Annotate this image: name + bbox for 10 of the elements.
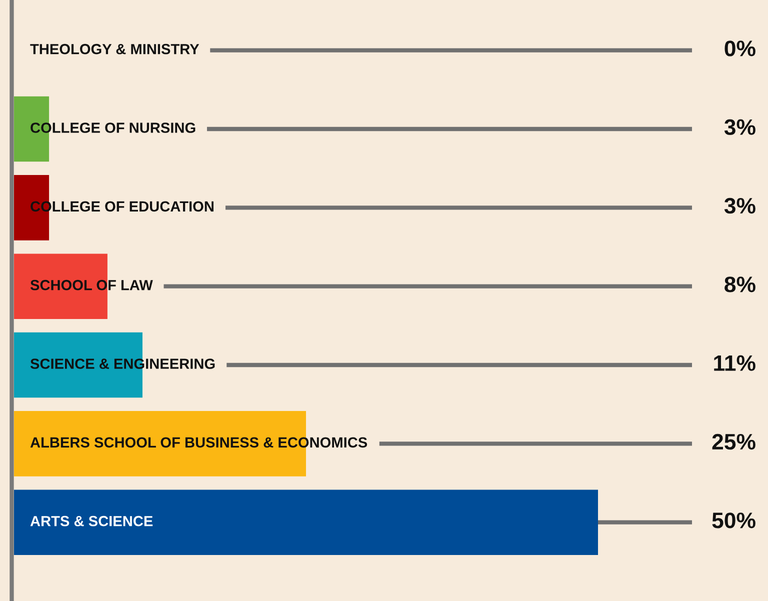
data-label: 3% <box>724 119 756 136</box>
data-label: 3% <box>724 198 756 214</box>
y-tick-label: ARTS & SCIENCE <box>30 516 153 526</box>
data-label: 11% <box>714 355 756 371</box>
data-label: 8% <box>724 276 756 292</box>
data-label: 50% <box>712 512 756 528</box>
data-label: 0% <box>724 40 756 56</box>
bar <box>14 490 598 555</box>
data-label: 25% <box>712 434 756 450</box>
y-tick-label: THEOLOGY & MINISTRY <box>30 44 200 54</box>
